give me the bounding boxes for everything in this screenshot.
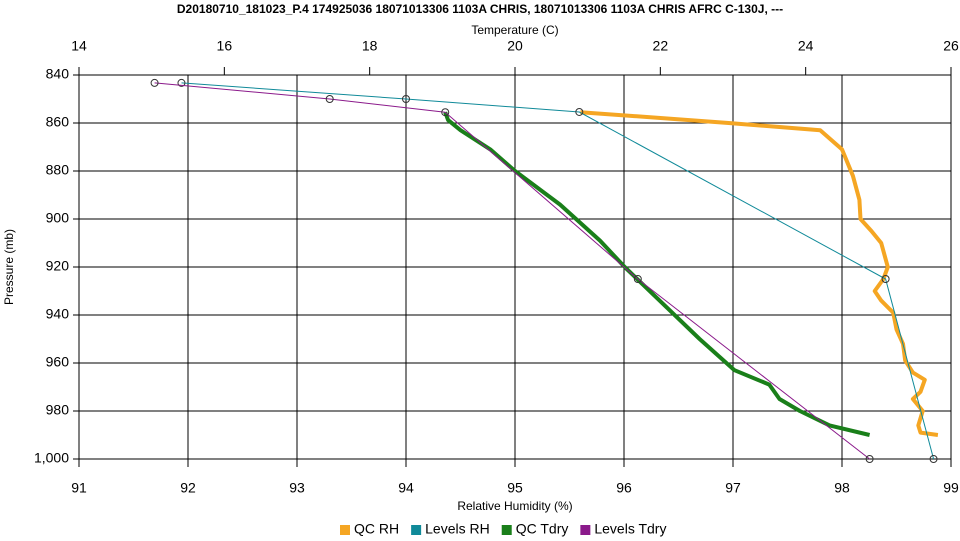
x-tick-label: 91 [71, 480, 87, 496]
y-tick-label: 980 [46, 402, 70, 418]
series-marker [441, 108, 450, 117]
legend-swatch [501, 525, 512, 535]
plot-frame [78, 74, 952, 460]
y-tick-label: 1,000 [34, 450, 69, 466]
series-marker [575, 107, 584, 116]
y-tick-label: 940 [46, 306, 70, 322]
series-marker [150, 78, 159, 87]
series-marker [633, 275, 642, 283]
x2-tick-label: 20 [507, 38, 523, 54]
series-line [443, 111, 871, 437]
y-tick-label: 920 [46, 258, 70, 274]
series-line [154, 82, 870, 460]
y-axis-label: Pressure (mb) [2, 229, 16, 305]
legend-label: QC RH [354, 521, 399, 537]
series-marker [177, 78, 186, 87]
series-line [580, 110, 939, 437]
series-marker [881, 275, 890, 283]
y-tick-label: 840 [46, 66, 70, 82]
series-line [181, 82, 935, 460]
series-marker [865, 455, 874, 463]
y-tick-label: 960 [46, 354, 70, 370]
legend-swatch [340, 525, 350, 535]
x2-axis-label: Temperature (C) [471, 23, 558, 37]
x2-tick-label: 14 [71, 38, 87, 54]
x-tick-label: 95 [507, 480, 523, 496]
x-tick-label: 98 [834, 480, 850, 496]
x-tick-label: 99 [943, 480, 959, 496]
x2-tick-label: 22 [653, 38, 669, 54]
x-axis-label: Relative Humidity (%) [457, 499, 572, 513]
series-marker [402, 95, 410, 103]
y-tick-label: 880 [46, 162, 70, 178]
chart-title: D20180710_181023_P.4 174925036 180710133… [177, 2, 783, 16]
x-tick-label: 97 [725, 480, 741, 496]
x2-tick-label: 24 [798, 38, 814, 54]
series-marker [929, 455, 938, 463]
legend-swatch [411, 525, 422, 535]
x-tick-label: 94 [398, 480, 414, 496]
y-tick-label: 860 [46, 114, 70, 130]
legend-label: QC Tdry [516, 521, 569, 537]
x-tick-label: 92 [180, 480, 196, 496]
legend-swatch [580, 525, 591, 535]
legend-label: Levels RH [425, 521, 490, 537]
y-tick-label: 900 [46, 210, 70, 226]
x-tick-label: 93 [289, 480, 305, 496]
x-tick-label: 96 [616, 480, 632, 496]
x2-tick-label: 16 [217, 38, 233, 54]
series-marker [325, 95, 334, 103]
x2-tick-label: 26 [943, 38, 959, 54]
legend-label: Levels Tdry [594, 521, 666, 537]
x2-tick-label: 18 [362, 38, 378, 54]
